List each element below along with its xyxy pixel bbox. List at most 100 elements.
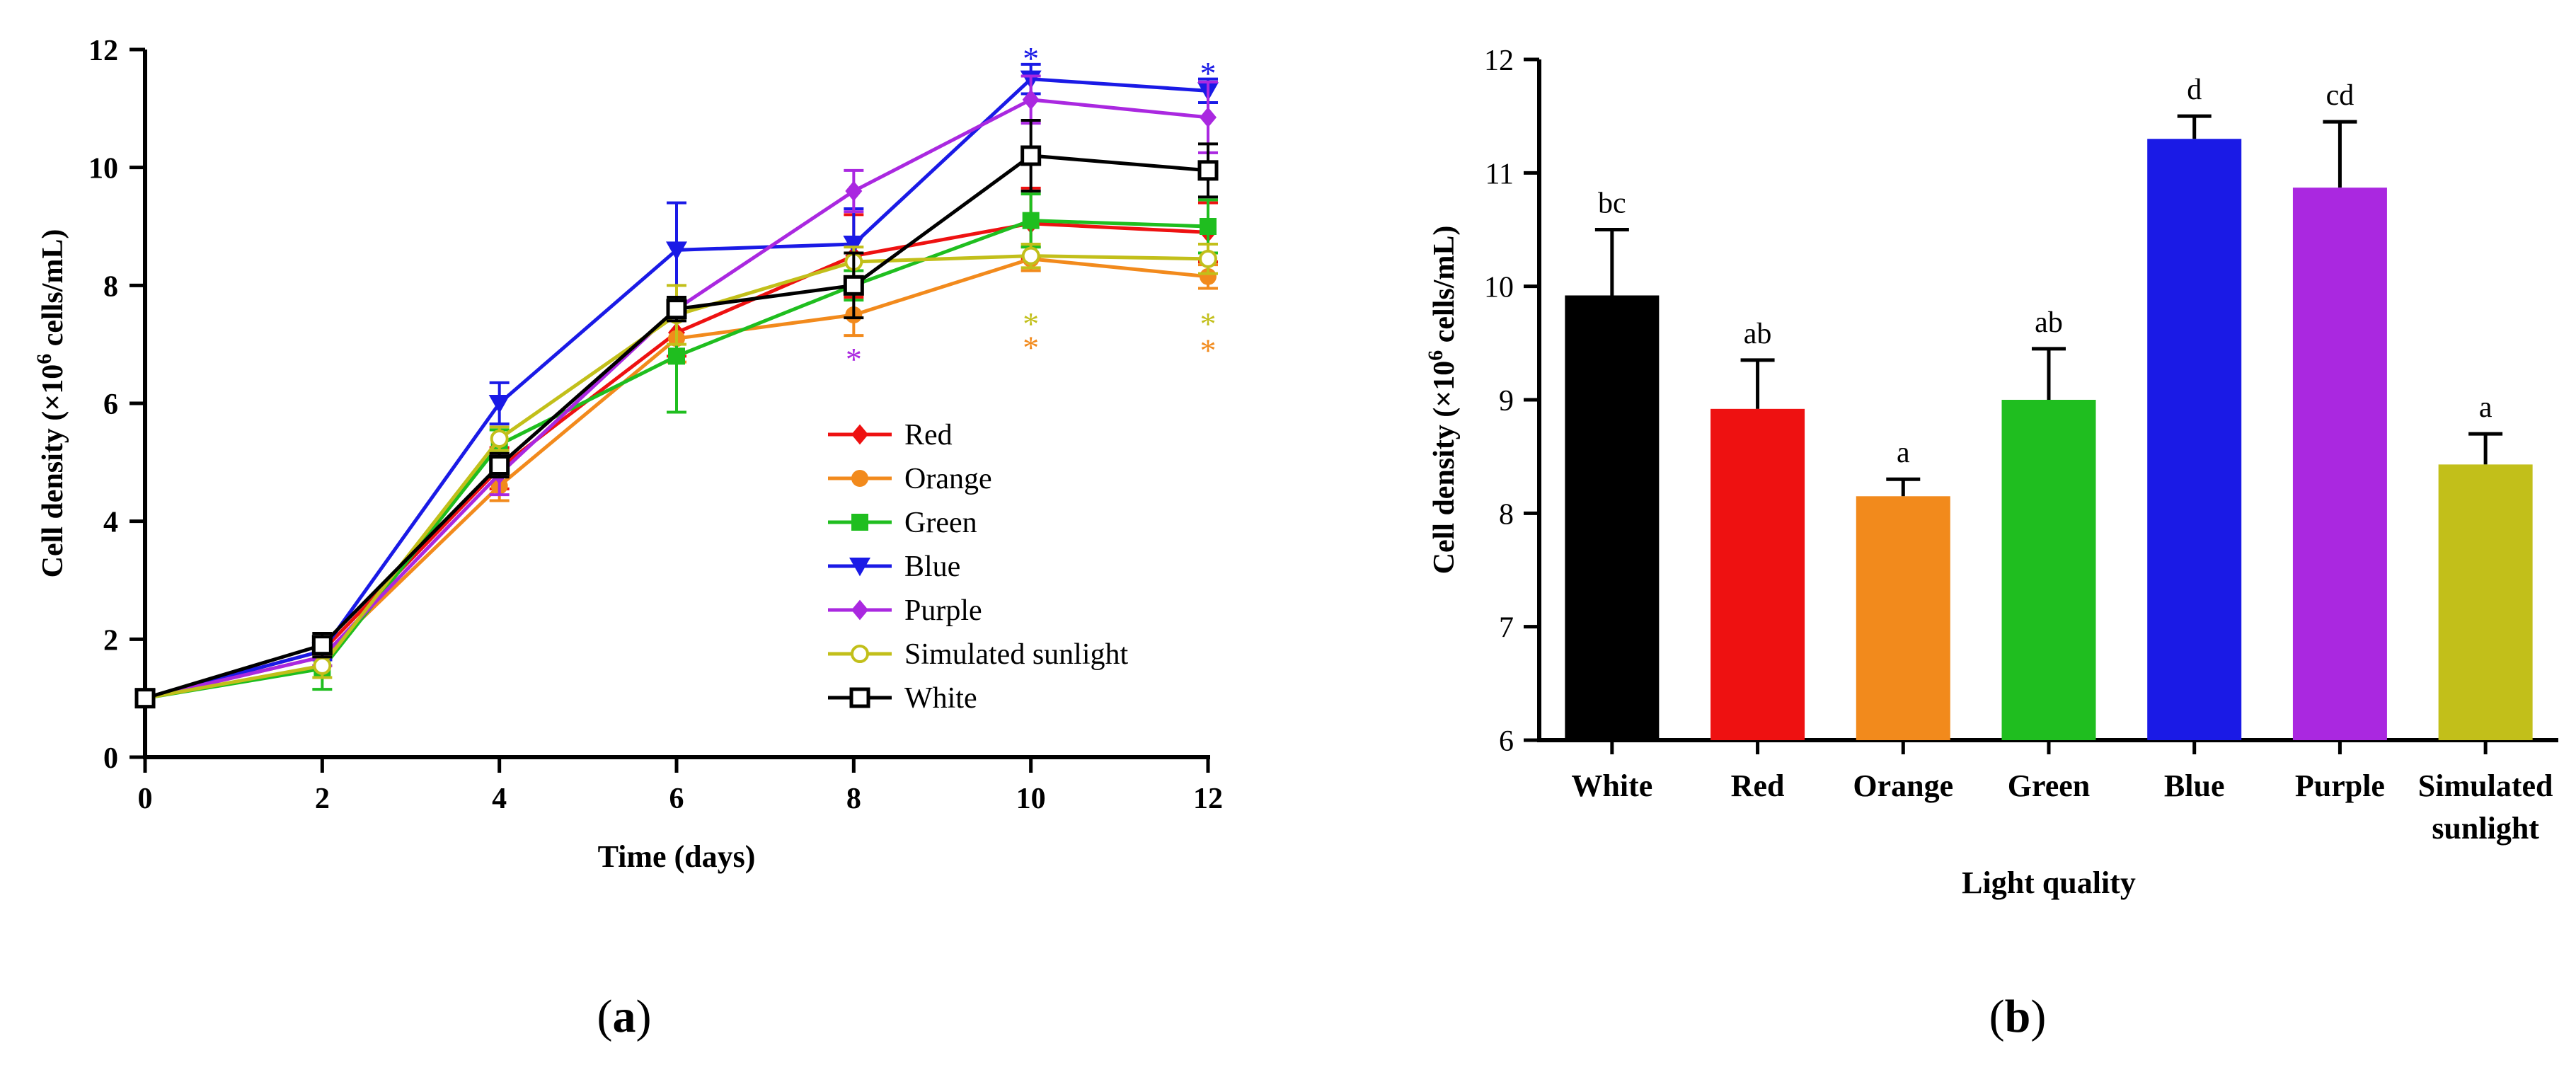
x-tick-label: Orange bbox=[1853, 768, 1953, 803]
legend-label: Orange bbox=[904, 463, 992, 495]
y-tick-label: 12 bbox=[88, 35, 118, 67]
significance-letter: cd bbox=[2326, 79, 2354, 112]
data-point bbox=[1022, 212, 1040, 229]
data-point bbox=[843, 275, 864, 296]
x-tick-label: 0 bbox=[138, 783, 153, 815]
panel-b-caption-letter: b bbox=[2005, 991, 2031, 1042]
legend-label: Simulated sunlight bbox=[904, 638, 1129, 671]
y-tick-label: 7 bbox=[1499, 612, 1514, 645]
panel-b-bar-chart: 6 7 8 9 10 11 12 bc White ab Red a Orange ab Green d Blu… bbox=[1424, 45, 2558, 900]
data-point bbox=[488, 395, 510, 414]
significance-asterisk: * bbox=[846, 341, 862, 377]
significance-asterisk: * bbox=[1200, 333, 1217, 369]
data-point bbox=[1200, 107, 1217, 128]
x-tick-label: Purple bbox=[2295, 768, 2385, 803]
significance-letter: ab bbox=[1744, 318, 1772, 350]
bar-group-purple: cd Purple bbox=[2292, 79, 2387, 803]
bar-blue bbox=[2147, 139, 2242, 740]
legend-item-purple: Purple bbox=[828, 594, 982, 627]
legend-marker bbox=[851, 424, 868, 445]
bar-group-orange: a Orange bbox=[1853, 437, 1953, 803]
y-axis-title-text: Cell density (×10 bbox=[1428, 361, 1461, 575]
data-point bbox=[666, 241, 687, 260]
legend-marker bbox=[851, 514, 868, 531]
significance-letter: a bbox=[2479, 391, 2492, 424]
significance-letter: a bbox=[1897, 437, 1910, 469]
y-axis-title: Cell density (×106 cells/mL) bbox=[33, 229, 69, 578]
bar-red bbox=[1710, 408, 1805, 740]
legend-marker bbox=[851, 645, 869, 663]
x-tick-label: Red bbox=[1731, 768, 1785, 803]
data-point bbox=[313, 656, 332, 675]
legend-label: Blue bbox=[904, 551, 960, 583]
x-axis-title: Time (days) bbox=[598, 839, 756, 874]
x-tick-label: 12 bbox=[1193, 783, 1223, 815]
panel-a-line-chart: 0 2 4 6 8 10 12 0 2 4 6 8 10 12 Time (days) Cell densit… bbox=[33, 35, 1223, 874]
legend-item-white: White bbox=[828, 682, 977, 715]
data-point bbox=[845, 180, 863, 202]
panel-a-caption: (a) bbox=[597, 991, 652, 1042]
legend-item-blue: Blue bbox=[828, 551, 960, 583]
y-axis-title-superscript: 6 bbox=[33, 354, 56, 364]
bar-group-white: bc White bbox=[1565, 188, 1660, 803]
legend: Red Orange Green Blue Purple Simulated sunlig… bbox=[828, 419, 1129, 715]
x-tick-label: White bbox=[1571, 768, 1652, 803]
x-tick-label: 6 bbox=[669, 783, 684, 815]
y-tick-label: 9 bbox=[1499, 385, 1514, 417]
y-tick-label: 6 bbox=[1499, 725, 1514, 758]
bar-orange bbox=[1856, 496, 1950, 740]
x-tick-label: sunlight bbox=[2432, 811, 2539, 846]
significance-asterisk: * bbox=[1200, 306, 1217, 342]
y-axis-title-unit: cells/mL) bbox=[1428, 226, 1461, 350]
bar-group-blue: d Blue bbox=[2147, 74, 2242, 803]
significance-letter: bc bbox=[1598, 188, 1626, 220]
y-tick-label: 6 bbox=[103, 388, 118, 421]
x-axis-title: Light quality bbox=[1962, 865, 2136, 900]
y-axis-title: Cell density (×106 cells/mL) bbox=[1424, 226, 1461, 575]
legend-label: Red bbox=[904, 419, 953, 451]
x-tick-label: 10 bbox=[1016, 783, 1046, 815]
significance-letter: ab bbox=[2035, 306, 2063, 339]
legend-marker bbox=[849, 687, 870, 708]
significance-asterisk: * bbox=[1023, 306, 1039, 342]
panel-a-caption-letter: a bbox=[613, 991, 636, 1042]
bar-purple bbox=[2292, 188, 2387, 741]
series-white bbox=[134, 119, 1219, 709]
legend-item-green: Green bbox=[828, 507, 977, 539]
legend-label: Purple bbox=[904, 594, 982, 627]
bar-group-green: ab Green bbox=[2001, 306, 2096, 803]
data-point bbox=[666, 299, 687, 320]
data-point bbox=[311, 635, 333, 656]
y-axis-title-text: Cell density (×10 bbox=[37, 364, 69, 578]
data-point bbox=[1022, 89, 1040, 110]
bar-white bbox=[1565, 295, 1660, 740]
bar-green bbox=[2001, 400, 2096, 740]
x-tick-label: 4 bbox=[492, 783, 507, 815]
y-tick-label: 10 bbox=[1484, 272, 1514, 304]
bar-group-simulated-sunlight: a Simulated sunlight bbox=[2418, 391, 2553, 846]
legend-marker bbox=[851, 470, 868, 487]
bar-group-red: ab Red bbox=[1710, 318, 1805, 803]
significance-asterisk: * bbox=[1200, 55, 1217, 91]
significance-asterisk: * bbox=[1023, 329, 1039, 365]
y-tick-label: 10 bbox=[88, 153, 118, 185]
data-point bbox=[1197, 160, 1219, 181]
y-tick-label: 0 bbox=[103, 742, 118, 775]
significance-letter: d bbox=[2187, 74, 2202, 106]
x-tick-label: 8 bbox=[846, 783, 861, 815]
y-axis-title-unit: cells/mL) bbox=[37, 229, 69, 354]
data-point bbox=[843, 236, 865, 255]
data-point bbox=[489, 455, 510, 476]
significance-asterisk: * bbox=[1023, 40, 1039, 76]
y-tick-label: 12 bbox=[1484, 45, 1514, 77]
legend-label: White bbox=[904, 682, 977, 715]
y-tick-label: 8 bbox=[1499, 498, 1514, 531]
x-tick-label: Green bbox=[2008, 768, 2091, 803]
data-point bbox=[490, 430, 509, 448]
y-tick-label: 2 bbox=[103, 624, 118, 657]
data-point bbox=[1199, 249, 1217, 268]
x-tick-label: Blue bbox=[2164, 768, 2225, 803]
panel-b-caption: (b) bbox=[1989, 991, 2047, 1042]
data-point bbox=[134, 688, 156, 709]
